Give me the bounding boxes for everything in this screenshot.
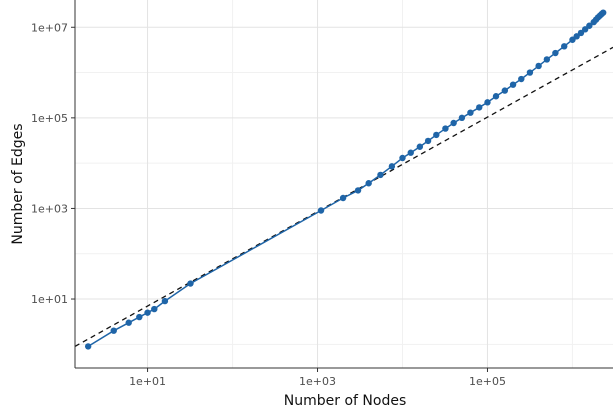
x-axis: 1e+01 1e+03 1e+05 — [75, 367, 613, 388]
data-point — [424, 137, 432, 145]
data-point — [416, 143, 424, 150]
data-point — [317, 207, 325, 214]
data-point — [573, 33, 580, 40]
data-point — [581, 26, 589, 33]
data-point — [354, 187, 362, 194]
data-point — [484, 99, 491, 106]
data-point — [476, 104, 483, 111]
data-point — [450, 119, 457, 127]
data-point — [442, 125, 449, 132]
x-tick-label: 1e+03 — [299, 375, 336, 388]
grid — [75, 0, 613, 368]
data-point — [377, 171, 384, 179]
data-point — [458, 114, 466, 122]
data-point — [535, 62, 542, 70]
data-point — [339, 194, 347, 202]
data-point — [161, 297, 169, 305]
data-point — [577, 29, 585, 37]
data-point — [144, 309, 151, 316]
data-point — [509, 81, 517, 88]
x-axis-title: Number of Nodes — [284, 393, 406, 409]
data-point — [151, 305, 158, 313]
y-axis: 1e+01 1e+03 1e+05 1e+07 — [31, 0, 76, 368]
y-tick-label: 1e+03 — [31, 202, 68, 215]
data-point — [407, 149, 414, 156]
y-tick-label: 1e+07 — [31, 21, 68, 34]
data-point — [518, 75, 525, 83]
data-point — [552, 49, 559, 57]
data-point — [599, 9, 607, 16]
data-series — [84, 9, 607, 350]
data-point — [501, 87, 509, 94]
data-point — [433, 131, 440, 139]
x-tick-label: 1e+05 — [469, 375, 506, 388]
data-point — [388, 163, 396, 170]
x-tick-label: 1e+01 — [129, 375, 166, 388]
data-point — [492, 93, 500, 100]
data-point — [561, 43, 568, 50]
data-point — [399, 154, 406, 162]
data-point — [84, 343, 92, 350]
y-axis-title: Number of Edges — [10, 123, 26, 244]
data-point — [526, 69, 534, 76]
data-point — [365, 180, 372, 187]
data-point — [543, 56, 551, 63]
data-point — [136, 313, 143, 321]
data-point — [467, 109, 474, 116]
data-point — [110, 327, 117, 334]
data-point — [187, 280, 194, 287]
y-tick-label: 1e+05 — [31, 112, 68, 125]
data-point — [586, 22, 593, 29]
data-point — [125, 319, 132, 326]
y-tick-label: 1e+01 — [31, 293, 68, 306]
